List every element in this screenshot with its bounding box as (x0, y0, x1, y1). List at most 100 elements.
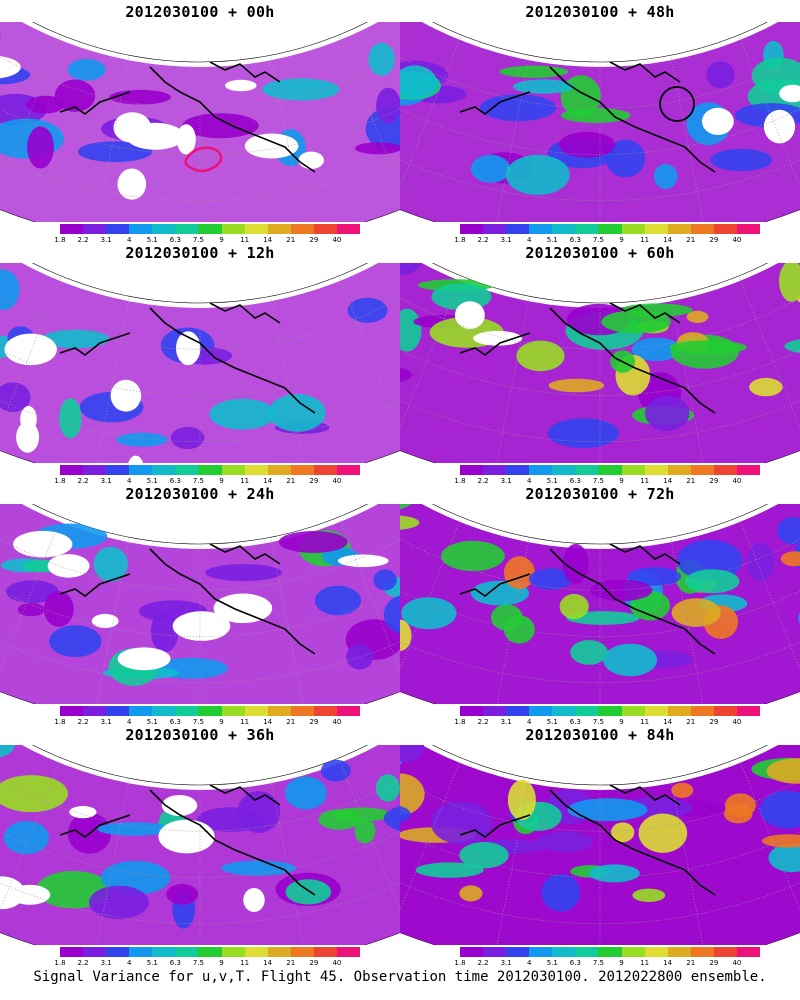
variance-blob (761, 834, 800, 848)
colorbar-tick-label: 2.2 (477, 959, 489, 967)
colorbar-segment (336, 947, 361, 957)
low-variance-area (172, 611, 231, 641)
variance-blob (538, 831, 593, 853)
colorbar-tick-label: 3.1 (100, 477, 112, 485)
longitude-line (400, 34, 462, 207)
longitude-line (400, 516, 462, 689)
colorbar-segment (552, 224, 576, 234)
panel-title: 2012030100 + 12h (125, 244, 275, 262)
variance-blob (150, 611, 179, 653)
low-variance-area (763, 109, 796, 144)
colorbar-segment (460, 947, 484, 957)
colorbar-segment (244, 465, 268, 475)
colorbar-segment (175, 465, 199, 475)
colorbar-segment (598, 224, 622, 234)
panel-title: 2012030100 + 48h (525, 3, 675, 21)
low-variance-area (69, 806, 97, 819)
variance-field (0, 22, 400, 222)
colorbar-tick-label: 6.3 (169, 236, 181, 244)
longitude-line (270, 537, 307, 704)
variance-blob (768, 843, 800, 873)
colorbar-segment (575, 947, 599, 957)
colorbar-tick-label: 5.1 (546, 959, 558, 967)
colorbar-segment (290, 706, 314, 716)
colorbar-segment (129, 947, 153, 957)
variance-blob (400, 745, 425, 762)
variance-blob (3, 821, 50, 855)
colorbar-tick-label: 6.3 (569, 236, 581, 244)
colorbar-segment (267, 706, 291, 716)
low-variance-area (9, 884, 51, 905)
colorbar-segment (483, 947, 507, 957)
colorbar-tick-label: 9 (619, 236, 624, 244)
variance-blob (503, 615, 535, 644)
longitude-line (493, 55, 530, 222)
colorbar-segment (313, 465, 337, 475)
variance-blob (89, 885, 149, 919)
variance-blob (284, 776, 327, 810)
low-variance-area (244, 133, 299, 159)
colorbar-segment (83, 947, 107, 957)
colorbar-segment (552, 706, 576, 716)
colorbar-tick-label: 3.1 (500, 236, 512, 244)
colorbar-tick-label: 4 (526, 959, 532, 967)
colorbar-tick-label: 29 (709, 959, 719, 967)
colorbar-segment (129, 706, 153, 716)
variance-blob (470, 154, 511, 183)
variance-blob (779, 263, 800, 302)
colorbar-segment (644, 465, 668, 475)
coastline (459, 61, 716, 173)
variance-blob (671, 598, 721, 627)
longitude-line (0, 34, 62, 207)
longitude-line (670, 55, 707, 222)
low-variance-area (117, 168, 147, 200)
variance-blob (368, 42, 395, 76)
variance-blob (17, 602, 45, 617)
variance-blob (653, 164, 678, 189)
colorbar-tick-label: 21 (286, 959, 296, 967)
longitude-line (738, 275, 800, 448)
colorbar-tick-label: 9 (619, 959, 624, 967)
colorbar-segment (460, 224, 484, 234)
colorbar-tick-label: 14 (663, 236, 673, 244)
colorbar-segment (60, 706, 84, 716)
coastline (459, 784, 716, 896)
variance-blob (590, 579, 653, 602)
colorbar-segment (221, 465, 245, 475)
colorbar-segment (667, 465, 691, 475)
colorbar-segment (336, 224, 361, 234)
colorbar-labels: 1.8 2.2 3.1 4 5.1 6.3 7.5 9 11 14 21 29 40 (54, 477, 367, 487)
map-panel: 2012030100 + 24h 1.8 2.2 3.1 4 5.1 6.3 7.5 9 11 14… (0, 484, 400, 732)
colorbar-tick-label: 4 (526, 477, 532, 485)
longitude-line (493, 778, 530, 945)
variance-blob (430, 801, 492, 845)
colorbar-segment (690, 224, 714, 234)
figure-caption: Signal Variance for u,v,T. Flight 45. Ob… (33, 969, 767, 985)
colorbar-tick-label: 11 (240, 959, 250, 967)
colorbar-tick-label: 3.1 (500, 477, 512, 485)
colorbar-tick-label: 40 (732, 477, 742, 485)
colorbar-tick-label: 7.5 (592, 718, 605, 726)
variance-map (0, 504, 400, 704)
variance-blob (93, 546, 128, 582)
longitude-line (93, 778, 130, 945)
colorbar-tick-label: 29 (309, 236, 319, 244)
colorbar-segment (175, 224, 199, 234)
colorbar-segment (736, 465, 761, 475)
colorbar-tick-label: 7.5 (592, 959, 605, 967)
variance-blob (415, 862, 484, 878)
colorbar-segment (552, 947, 576, 957)
low-variance-area (16, 421, 40, 453)
colorbar-labels: 1.8 2.2 3.1 4 5.1 6.3 7.5 9 11 14 21 29 40 (454, 236, 767, 246)
colorbar-tick-label: 1.8 (454, 477, 466, 485)
colorbar-segment (221, 706, 245, 716)
colorbar-segment (313, 947, 337, 957)
variance-blob (376, 87, 400, 124)
colorbar-tick-label: 4 (526, 718, 532, 726)
panel-title: 2012030100 + 36h (125, 726, 275, 744)
colorbar-segment (460, 465, 484, 475)
colorbar-tick-label: 21 (686, 959, 696, 967)
colorbar-labels: 1.8 2.2 3.1 4 5.1 6.3 7.5 9 11 14 21 29 40 (454, 718, 767, 728)
variance-blob (706, 61, 735, 89)
variance-blob (605, 139, 646, 178)
